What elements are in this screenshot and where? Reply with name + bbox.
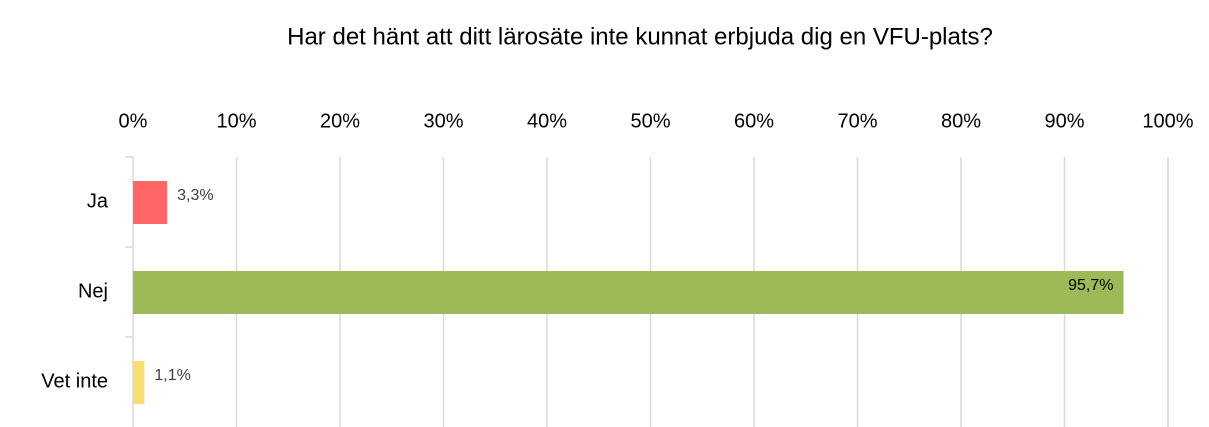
x-tick-label: 10% <box>216 110 256 132</box>
x-tick-label: 0% <box>119 110 148 132</box>
chart-title: Har det hänt att ditt lärosäte inte kunn… <box>287 23 993 50</box>
x-tick-label: 20% <box>320 110 360 132</box>
x-tick-label: 100% <box>1142 110 1193 132</box>
x-tick-label: 90% <box>1044 110 1084 132</box>
data-label: 95,7% <box>1068 277 1113 294</box>
x-tick-label: 30% <box>423 110 463 132</box>
x-tick-label: 80% <box>941 110 981 132</box>
x-tick-label: 70% <box>837 110 877 132</box>
bar <box>133 361 145 404</box>
bar <box>133 181 168 224</box>
x-tick-label: 50% <box>630 110 670 132</box>
data-label: 3,3% <box>177 187 213 204</box>
x-tick-label: 60% <box>734 110 774 132</box>
data-label: 1,1% <box>154 367 190 384</box>
bar <box>133 271 1124 314</box>
y-tick-label: Vet inte <box>41 370 108 392</box>
y-tick-label: Nej <box>78 280 108 302</box>
y-tick-label: Ja <box>87 190 109 212</box>
x-tick-label: 40% <box>527 110 567 132</box>
